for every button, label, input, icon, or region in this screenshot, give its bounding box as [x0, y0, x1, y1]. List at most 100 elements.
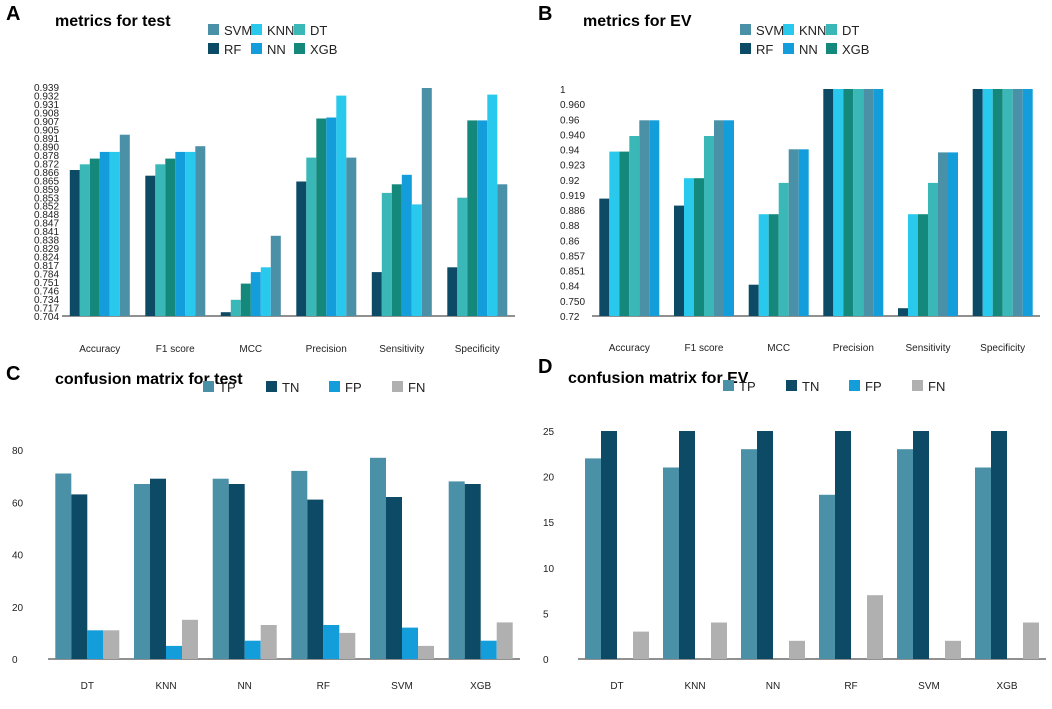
- bar-knn-specificity: [982, 89, 993, 316]
- legend-swatch-dt: [294, 24, 305, 35]
- bar-dt-sensitivity: [381, 192, 392, 316]
- y-tick-label: 0.878: [34, 151, 59, 162]
- bar-tn-rf: [835, 431, 851, 659]
- category-label: Precision: [833, 343, 874, 354]
- y-tick-label: 40: [12, 551, 24, 562]
- legend-label-fp: FP: [865, 379, 882, 394]
- bar-xgb-specificity: [992, 89, 1003, 316]
- bar-tn-svm: [913, 431, 929, 659]
- bar-dt-sensitivity: [928, 182, 938, 316]
- y-tick-label: 0.905: [34, 125, 59, 136]
- category-label: KNN: [684, 681, 705, 692]
- bar-fn-knn: [182, 619, 198, 659]
- y-tick-label: 0.817: [34, 261, 59, 272]
- y-tick-label: 0.829: [34, 244, 59, 255]
- category-label: Accuracy: [79, 344, 120, 355]
- bar-rf-precision: [296, 181, 307, 316]
- legend-label-tp: TP: [739, 379, 756, 394]
- legend-swatch-svm: [740, 24, 751, 35]
- bar-tp-svm: [897, 449, 913, 659]
- bar-fn-nn: [789, 640, 805, 659]
- legend-label-dt: DT: [310, 23, 327, 38]
- y-tick-label: 0.923: [560, 161, 585, 172]
- panel-letter-b: B: [538, 3, 552, 25]
- y-tick-label: 0.746: [34, 287, 59, 298]
- bar-xgb-f1-score: [694, 178, 704, 316]
- bar-fn-rf: [339, 632, 356, 659]
- panel-title-b: metrics for EV: [583, 13, 692, 30]
- y-tick-label: 0.886: [560, 206, 585, 217]
- category-label: Specificity: [455, 344, 500, 355]
- bar-svm-f1-score: [195, 146, 206, 316]
- bar-tp-rf: [819, 494, 835, 659]
- bar-rf-f1-score: [674, 205, 684, 316]
- legend-swatch-tp: [203, 381, 214, 392]
- bar-svm-mcc: [788, 149, 799, 316]
- y-tick-label: 20: [12, 603, 24, 614]
- panel-a-chart: 0.9390.9320.9310.9080.9070.9050.8910.890…: [34, 23, 515, 355]
- category-label: XGB: [996, 681, 1017, 692]
- y-tick-label: 0.96: [560, 115, 580, 126]
- y-tick-label: 0.859: [34, 185, 59, 196]
- y-tick-label: 0.734: [34, 295, 59, 306]
- bar-rf-accuracy: [69, 170, 80, 316]
- bar-rf-precision: [823, 89, 834, 316]
- legend-label-rf: RF: [224, 42, 241, 57]
- bar-tn-svm: [386, 497, 402, 659]
- bar-dt-accuracy: [79, 164, 90, 316]
- bar-tp-dt: [55, 473, 72, 659]
- legend-swatch-fn: [912, 380, 923, 391]
- panel-letter-d: D: [538, 356, 552, 378]
- legend-label-tp: TP: [219, 380, 236, 395]
- y-tick-label: 0.866: [34, 168, 59, 179]
- bar-dt-specificity: [457, 197, 468, 316]
- category-label: MCC: [767, 343, 790, 354]
- legend-swatch-tn: [266, 381, 277, 392]
- bar-fn-dt: [633, 631, 649, 659]
- bar-rf-specificity: [972, 89, 983, 316]
- category-label: SVM: [918, 681, 940, 692]
- bar-fn-xgb: [1023, 622, 1039, 659]
- bar-knn-specificity: [487, 94, 498, 316]
- y-tick-label: 0: [12, 655, 18, 666]
- bar-xgb-accuracy: [619, 151, 630, 316]
- y-tick-label: 0.704: [34, 312, 59, 323]
- bar-dt-f1-score: [704, 136, 714, 316]
- panel-letter-c: C: [6, 363, 20, 385]
- category-label: NN: [766, 681, 780, 692]
- y-tick-label: 0.838: [34, 236, 59, 247]
- bar-xgb-sensitivity: [391, 184, 402, 316]
- bar-nn-sensitivity: [948, 152, 958, 316]
- y-tick-label: 0.907: [34, 117, 59, 128]
- bar-rf-f1-score: [145, 175, 156, 316]
- y-tick-label: 0.908: [34, 108, 59, 119]
- bar-knn-sensitivity: [411, 204, 422, 316]
- y-tick-label: 0.84: [560, 282, 580, 293]
- legend-swatch-knn: [783, 24, 794, 35]
- legend-swatch-fn: [392, 381, 403, 392]
- bar-tn-xgb: [991, 431, 1007, 659]
- bar-nn-specificity: [477, 120, 488, 317]
- y-tick-label: 0.751: [34, 278, 59, 289]
- bar-rf-accuracy: [599, 198, 610, 316]
- legend-swatch-rf: [740, 43, 751, 54]
- bar-tp-xgb: [448, 481, 465, 659]
- bar-fp-knn: [166, 645, 182, 659]
- y-tick-label: 0.841: [34, 227, 59, 238]
- y-tick-label: 0.88: [560, 221, 580, 232]
- y-tick-label: 0.939: [34, 83, 59, 94]
- bar-rf-sensitivity: [898, 308, 908, 316]
- y-tick-label: 0.872: [34, 159, 59, 170]
- panel-title-c: confusion matrix for test: [55, 371, 243, 388]
- legend-label-svm: SVM: [756, 23, 784, 38]
- bar-fp-dt: [87, 630, 104, 659]
- y-tick-label: 0.853: [34, 193, 59, 204]
- bar-fn-nn: [260, 625, 277, 659]
- category-label: XGB: [470, 681, 491, 692]
- y-tick-label: 0.932: [34, 91, 59, 102]
- bar-xgb-precision: [843, 89, 854, 316]
- bar-dt-mcc: [778, 182, 789, 316]
- bar-svm-accuracy: [639, 120, 650, 316]
